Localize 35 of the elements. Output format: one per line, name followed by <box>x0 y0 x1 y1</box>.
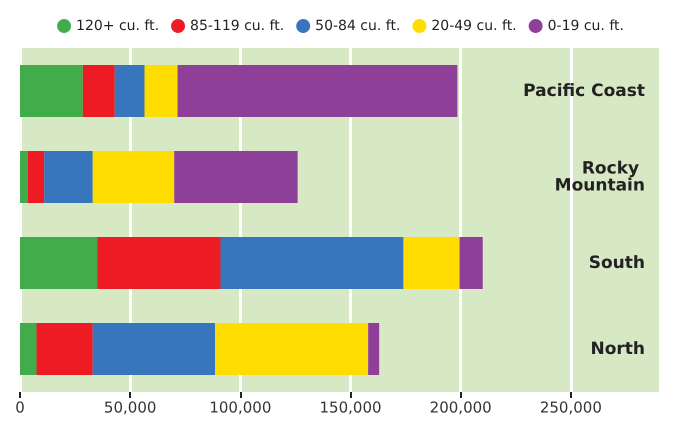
bar <box>82 65 115 117</box>
legend-label: 120+ cu. ft. <box>76 18 160 34</box>
bar <box>220 237 404 289</box>
bar <box>144 65 178 117</box>
x-tick-label: 250,000 <box>540 398 602 416</box>
bar <box>20 151 28 203</box>
x-tick-label: 200,000 <box>430 398 492 416</box>
bar <box>36 323 93 375</box>
bar <box>92 323 216 375</box>
bar <box>20 237 98 289</box>
legend-label: 85-119 cu. ft. <box>190 18 284 34</box>
bar <box>114 65 144 117</box>
y-tick-label: South <box>588 253 645 273</box>
bar <box>460 237 483 289</box>
bar <box>215 323 368 375</box>
bar <box>20 323 37 375</box>
x-tick-label: 150,000 <box>320 398 382 416</box>
legend-label: 20-49 cu. ft. <box>431 18 517 34</box>
legend-label: 50-84 cu. ft. <box>315 18 400 34</box>
bar <box>178 65 458 117</box>
y-tick-label: North <box>590 339 645 359</box>
bar <box>368 323 380 375</box>
x-tick-label: 50,000 <box>104 398 156 416</box>
bar <box>92 151 174 203</box>
y-tick-label: Rocky Mountain <box>554 158 645 196</box>
bar <box>28 151 44 203</box>
bar <box>174 151 298 203</box>
x-tick-label: 0 <box>15 398 25 416</box>
x-tick-label: 100,000 <box>209 398 272 416</box>
bar <box>97 237 221 289</box>
bar <box>44 151 93 203</box>
bar <box>20 65 83 117</box>
y-tick-label: Pacific Coast <box>523 81 645 101</box>
legend-label: 0-19 cu. ft. <box>548 18 624 34</box>
bar <box>403 237 460 289</box>
